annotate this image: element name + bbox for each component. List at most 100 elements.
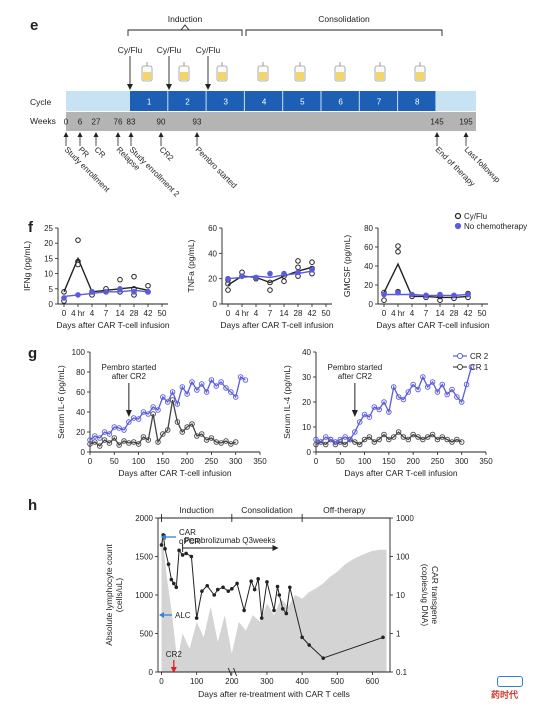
data-point	[309, 259, 315, 266]
alc-point	[242, 608, 246, 613]
data-point	[96, 443, 103, 449]
annotation-line-1: Pembro started	[102, 363, 157, 372]
iv-bag-fluid-icon	[143, 72, 151, 80]
x-tick-label: 200	[225, 677, 239, 686]
data-point	[415, 434, 421, 440]
event-arrowhead	[463, 132, 469, 137]
data-point	[198, 431, 205, 437]
data-point	[145, 282, 151, 289]
data-point	[454, 436, 460, 443]
x-tick-label: 7	[424, 309, 429, 318]
data-point	[96, 435, 103, 441]
annotation-line-2: after CR2	[112, 372, 147, 381]
data-point	[347, 436, 353, 443]
alc-point	[180, 553, 185, 557]
alc-point	[252, 587, 257, 592]
induction-bracket-tip	[180, 24, 190, 31]
phase-label: Induction	[179, 505, 214, 515]
data-point	[155, 407, 161, 413]
y-tick-label: 10	[44, 270, 53, 279]
iv-bag-fluid-icon	[416, 72, 424, 80]
x-tick-label: 200	[180, 457, 194, 466]
event-arrowhead	[115, 132, 121, 137]
induction-bracket	[127, 29, 243, 36]
event-arrowhead	[434, 132, 440, 137]
series-line	[89, 399, 236, 447]
x-tick-label: 4	[90, 309, 95, 318]
alc-point	[280, 607, 285, 611]
data-point	[400, 396, 407, 403]
car-qpcr-area	[161, 529, 387, 672]
y-tick-label: 20	[76, 428, 85, 437]
data-point	[194, 387, 200, 393]
data-point	[121, 438, 127, 444]
data-point	[92, 433, 98, 439]
y-tick-label: 15	[44, 254, 53, 263]
x-tick-label: 500	[331, 677, 345, 686]
weeks-row-background	[66, 112, 476, 131]
data-point	[342, 434, 348, 440]
data-point	[117, 286, 123, 292]
data-point	[439, 381, 446, 388]
x-tick-label: 0	[382, 309, 387, 318]
alc-point	[230, 587, 234, 591]
row-label-cycle: Cycle	[30, 97, 52, 107]
alc-point	[307, 643, 311, 647]
cyflu-label-2: Cy/Flu	[157, 45, 182, 55]
data-point	[189, 421, 195, 427]
cycle-number-label: 5	[300, 98, 305, 107]
data-point	[395, 394, 402, 400]
data-point	[352, 429, 358, 435]
cycle-box	[244, 91, 283, 111]
tnfa-chart: 0 20 40 60 0 4 hr 4 7 14 28 42 50 TNFa (pg/mL) Days a…	[186, 224, 334, 330]
data-point	[194, 433, 200, 439]
event-arrowhead	[194, 132, 200, 137]
data-point	[203, 389, 210, 395]
alc-point	[221, 585, 225, 590]
data-point	[429, 379, 436, 385]
data-point	[449, 386, 455, 393]
data-point	[218, 379, 224, 385]
iv-bag-fluid-icon	[376, 72, 384, 80]
x-tick-label: 0	[159, 677, 164, 686]
y-tick-label: 30	[302, 373, 311, 382]
phase-consolidation-label: Consolidation	[318, 14, 370, 24]
alc-point	[226, 589, 231, 593]
data-point	[160, 394, 166, 400]
cr2-label: CR2	[166, 650, 183, 659]
x-tick-label: 150	[156, 457, 170, 466]
series-line	[227, 270, 313, 280]
alc-point	[174, 585, 179, 590]
data-point	[267, 287, 273, 293]
y-tick-label: 0	[81, 448, 86, 457]
x-tick-label: 42	[464, 309, 473, 318]
annotation-arrowhead	[351, 410, 358, 417]
data-point	[381, 297, 387, 304]
week-value-label: 90	[157, 118, 166, 127]
y-right-axis-label-line1: CAR transgene	[430, 566, 440, 624]
y-tick-label: 60	[364, 243, 373, 252]
series-line	[315, 366, 473, 443]
y-tick-label: 10	[302, 423, 311, 432]
y-tick-label: 40	[76, 408, 85, 417]
data-point	[415, 386, 421, 393]
alc-point	[184, 551, 188, 556]
data-point	[322, 441, 329, 448]
data-point	[356, 419, 363, 425]
data-point	[295, 258, 301, 264]
data-point	[381, 431, 387, 438]
x-tick-label: 28	[450, 309, 459, 318]
axis-break-mark	[227, 667, 237, 677]
data-point	[318, 439, 324, 445]
alc-point	[381, 635, 385, 640]
y-tick-label: 0	[213, 300, 218, 309]
watermark-text: 药时代	[491, 690, 519, 700]
cycle-number-label: 8	[415, 98, 420, 107]
x-axis-label: Days after re-treatment with CAR T cells	[198, 689, 350, 699]
y-right-axis-label-line2: (copies/ug DNA)	[420, 564, 430, 627]
cr2-arrowhead	[170, 667, 177, 673]
y-right-tick-label: 100	[396, 553, 410, 562]
cycle-box	[168, 91, 206, 111]
panel-e-label: e	[30, 17, 38, 34]
x-axis-label: Days after CAR T-cell infusion	[118, 468, 231, 478]
